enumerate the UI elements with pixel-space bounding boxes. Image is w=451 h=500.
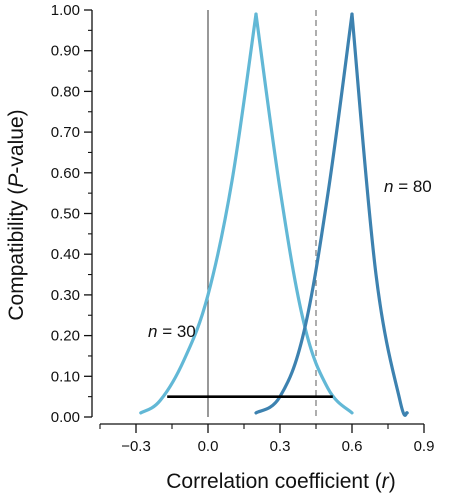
x-tick-label-1: 0.0 — [198, 438, 219, 455]
series-0-falling-line — [254, 12, 354, 415]
y-tick-label-0: 0.00 — [51, 409, 80, 426]
series-label-n80: n = 80 — [384, 177, 432, 196]
y-tick-label-3: 0.30 — [51, 287, 80, 304]
series-1-rising-line — [254, 12, 354, 415]
y-tick-label-10: 1.00 — [51, 2, 80, 19]
y-tick-label-6: 0.60 — [51, 165, 80, 182]
series-layer — [139, 12, 409, 417]
series-label-n30: n = 30 — [148, 322, 196, 341]
x-axis-title-var: r — [382, 470, 390, 493]
y-tick-label-7: 0.70 — [51, 124, 80, 141]
y-tick-label-1: 0.10 — [51, 368, 80, 385]
y-axis-title-close: -value) — [5, 109, 28, 173]
x-tick-label-4: 0.9 — [414, 438, 435, 455]
reference-lines — [207, 10, 317, 417]
series-label-n30-prefix: n — [148, 322, 157, 341]
x-tick-label-0: −0.3 — [121, 438, 151, 455]
y-axis-title-text: Compatibility ( — [5, 188, 28, 321]
y-tick-label-8: 0.80 — [51, 83, 80, 100]
y-axis-title: Compatibility (P-value) — [5, 109, 28, 320]
x-axis-title-close: ) — [389, 470, 396, 493]
series-1-falling-line — [350, 12, 409, 417]
series-0-rising-line — [139, 12, 258, 415]
series-label-n80-suffix: = 80 — [393, 177, 431, 196]
x-axis-title: Correlation coefficient (r) — [166, 470, 396, 493]
y-tick-label-5: 0.50 — [51, 206, 80, 223]
x-axis-title-text: Correlation coefficient ( — [166, 470, 382, 493]
y-axis-title-var: P — [5, 174, 28, 188]
axes: 0.000.100.200.300.400.500.600.700.800.90… — [51, 2, 435, 455]
x-tick-label-3: 0.6 — [342, 438, 363, 455]
y-tick-label-9: 0.90 — [51, 43, 80, 60]
x-tick-label-2: 0.3 — [270, 438, 291, 455]
series-label-n80-prefix: n — [384, 177, 393, 196]
y-tick-label-4: 0.40 — [51, 246, 80, 263]
series-label-n30-suffix: = 30 — [157, 322, 195, 341]
y-tick-label-2: 0.20 — [51, 328, 80, 345]
